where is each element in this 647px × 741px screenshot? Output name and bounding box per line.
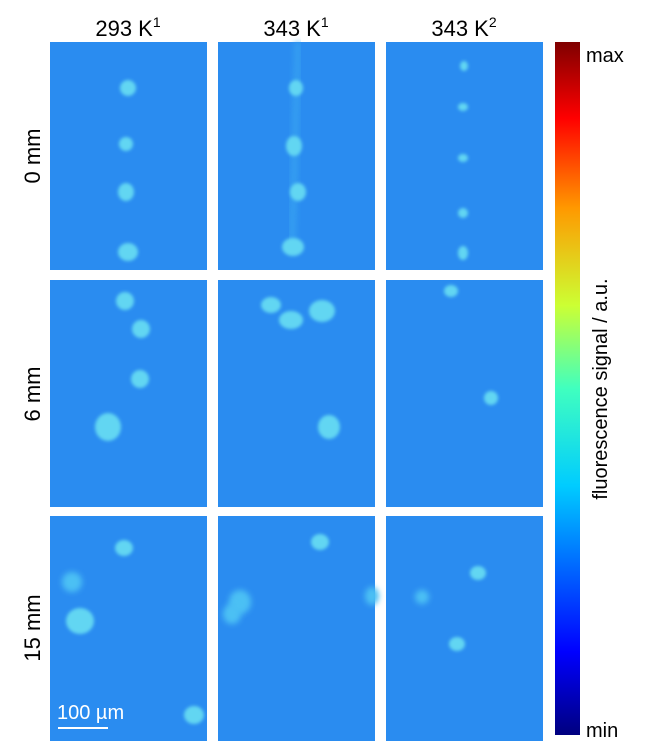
droplet	[318, 415, 340, 439]
droplet	[458, 208, 468, 218]
droplet	[95, 413, 121, 441]
image-panel	[386, 280, 543, 507]
image-panel	[386, 516, 543, 741]
scale-bar-label: 100 µm	[57, 702, 124, 724]
droplet	[311, 534, 329, 550]
header-sup: 2	[489, 14, 497, 30]
droplet	[115, 540, 133, 556]
column-header: 293 K1	[95, 14, 161, 41]
droplet	[261, 297, 281, 313]
header-text: 293 K	[95, 16, 153, 41]
droplet	[460, 61, 468, 71]
droplet	[415, 590, 429, 604]
droplet	[66, 608, 94, 634]
column-header: 343 K1	[263, 14, 329, 41]
droplet	[458, 103, 468, 111]
droplet	[309, 300, 335, 322]
droplet	[131, 370, 149, 388]
droplet	[120, 80, 136, 96]
droplet	[458, 246, 468, 260]
droplet	[119, 137, 133, 151]
colorbar-label: fluorescence signal / a.u.	[590, 278, 612, 499]
droplet	[449, 637, 465, 651]
droplet	[484, 391, 498, 405]
column-header: 343 K2	[431, 14, 497, 41]
header-text: 343 K	[263, 16, 321, 41]
image-grid: 100 µm	[50, 41, 543, 741]
droplet	[62, 572, 82, 592]
droplet	[290, 183, 306, 201]
droplet	[279, 311, 303, 329]
row-label: 15 mm	[20, 594, 45, 661]
row-label: 0 mm	[20, 129, 45, 184]
row-label: 6 mm	[20, 367, 45, 422]
droplet	[470, 566, 486, 580]
colorbar-min: min	[586, 720, 618, 741]
droplet	[282, 238, 304, 256]
droplet	[116, 292, 134, 310]
colorbar	[555, 42, 580, 735]
droplet	[118, 243, 138, 261]
header-sup: 1	[153, 14, 161, 30]
droplet	[132, 320, 150, 338]
droplet	[444, 285, 458, 297]
droplet	[184, 706, 204, 724]
image-panel	[218, 516, 375, 741]
droplet	[286, 136, 302, 156]
image-panel	[50, 280, 207, 507]
droplet	[223, 604, 241, 624]
colorbar-max: max	[586, 45, 624, 67]
header-sup: 1	[321, 14, 329, 30]
droplet	[458, 154, 468, 162]
droplet	[289, 80, 303, 96]
droplet	[118, 183, 134, 201]
droplet	[365, 587, 379, 605]
header-text: 343 K	[431, 16, 489, 41]
